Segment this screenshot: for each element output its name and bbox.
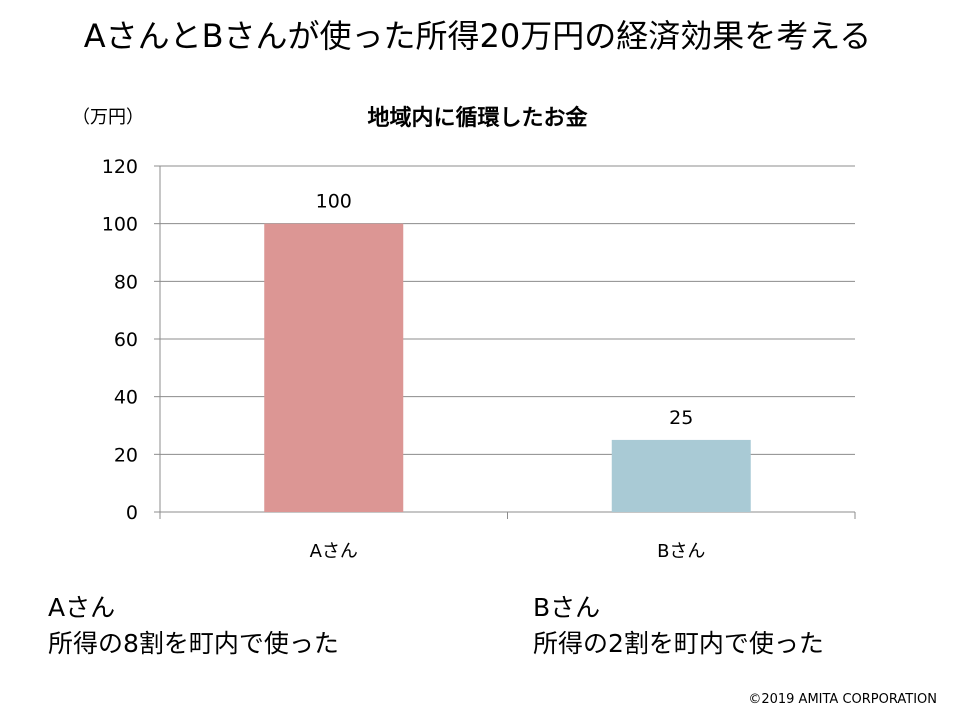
note-a-text: 所得の8割を町内で使った: [48, 629, 339, 658]
note-b-name: Bさん: [533, 593, 601, 622]
note-b-text: 所得の2割を町内で使った: [533, 629, 824, 658]
y-tick-label-0: 0: [126, 502, 138, 524]
chart-title: 地域内に循環したお金: [367, 106, 588, 131]
bar-2: [611, 439, 751, 512]
page-title: AさんとBさんが使った所得20万円の経済効果を考える: [83, 17, 872, 55]
x-category-label-1: Aさん: [310, 541, 358, 562]
bar-1: [264, 223, 404, 512]
y-tick-label-60: 60: [114, 329, 138, 351]
x-category-label-2: Bさん: [657, 541, 705, 562]
y-tick-label-100: 100: [102, 214, 138, 236]
data-label-2: 25: [669, 407, 693, 429]
note-a-name: Aさん: [48, 593, 116, 622]
copyright: ©2019 AMITA CORPORATION: [748, 692, 937, 707]
y-tick-label-20: 20: [114, 444, 138, 466]
y-axis-unit-label: （万円）: [72, 107, 144, 128]
y-tick-label-40: 40: [114, 387, 138, 409]
data-label-1: 100: [316, 191, 352, 213]
note-person-a: Aさん 所得の8割を町内で使った: [48, 590, 339, 662]
y-tick-label-120: 120: [102, 156, 138, 178]
note-person-b: Bさん 所得の2割を町内で使った: [533, 590, 824, 662]
y-tick-label-80: 80: [114, 271, 138, 293]
